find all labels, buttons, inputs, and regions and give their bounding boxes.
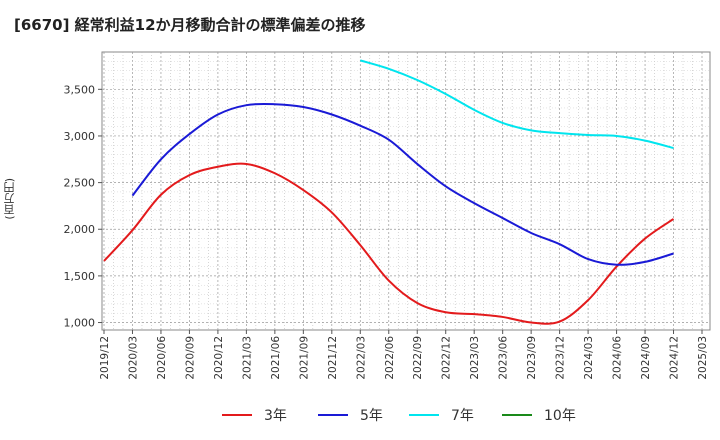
x-tick-label: 2020/09 (184, 336, 196, 380)
plot-area (101, 51, 711, 331)
series-line-7年 (360, 59, 674, 150)
legend-label: 3年 (264, 408, 287, 424)
series-lines (103, 59, 675, 325)
grid (102, 52, 710, 330)
x-tick-label: 2022/03 (355, 336, 367, 380)
series-line-5年 (131, 102, 674, 266)
x-tick-label: 2023/12 (555, 336, 567, 380)
y-tick-label: 3,000 (64, 130, 96, 143)
y-tick-label: 2,000 (64, 223, 96, 236)
x-tick-label: 2025/03 (697, 336, 709, 380)
legend-label: 10年 (544, 408, 576, 424)
y-tick-label: 3,500 (64, 83, 96, 96)
x-tick-label: 2020/06 (156, 336, 168, 380)
x-tick-label: 2024/06 (612, 336, 624, 380)
x-tick-label: 2022/12 (441, 336, 453, 380)
x-tick-label: 2024/12 (669, 336, 681, 380)
y-tick-label: 1,000 (64, 317, 96, 330)
legend: 3年 5年 7年 10年 (222, 408, 576, 424)
x-tick-label: 2021/09 (298, 336, 310, 380)
y-ticks: 1,000 1,500 2,000 2,500 3,000 3,500 (64, 83, 102, 330)
y-tick-label: 2,500 (64, 177, 96, 190)
x-tick-label: 2023/09 (526, 336, 538, 380)
chart-title: [6670] 経常利益12か月移動合計の標準偏差の推移 (14, 16, 366, 34)
x-tick-label: 2021/03 (241, 336, 253, 380)
x-tick-label: 2022/06 (384, 336, 396, 380)
legend-label: 7年 (451, 408, 474, 424)
x-tick-label: 2022/09 (412, 336, 424, 380)
x-tick-label: 2021/12 (327, 336, 339, 380)
x-tick-label: 2023/06 (498, 336, 510, 380)
series-line-3年 (103, 162, 675, 325)
x-tick-label: 2020/03 (127, 336, 139, 380)
x-tick-label: 2019/12 (99, 336, 111, 380)
x-tick-label: 2021/06 (270, 336, 282, 380)
legend-label: 5年 (360, 408, 383, 424)
y-tick-label: 1,500 (64, 270, 96, 283)
x-tick-label: 2023/03 (469, 336, 481, 380)
x-ticks: 2019/12 2020/03 2020/06 2020/09 2020/12 2021/… (99, 330, 709, 380)
x-tick-label: 2020/12 (213, 336, 225, 380)
x-tick-label: 2024/03 (583, 336, 595, 380)
x-tick-label: 2024/09 (640, 336, 652, 380)
